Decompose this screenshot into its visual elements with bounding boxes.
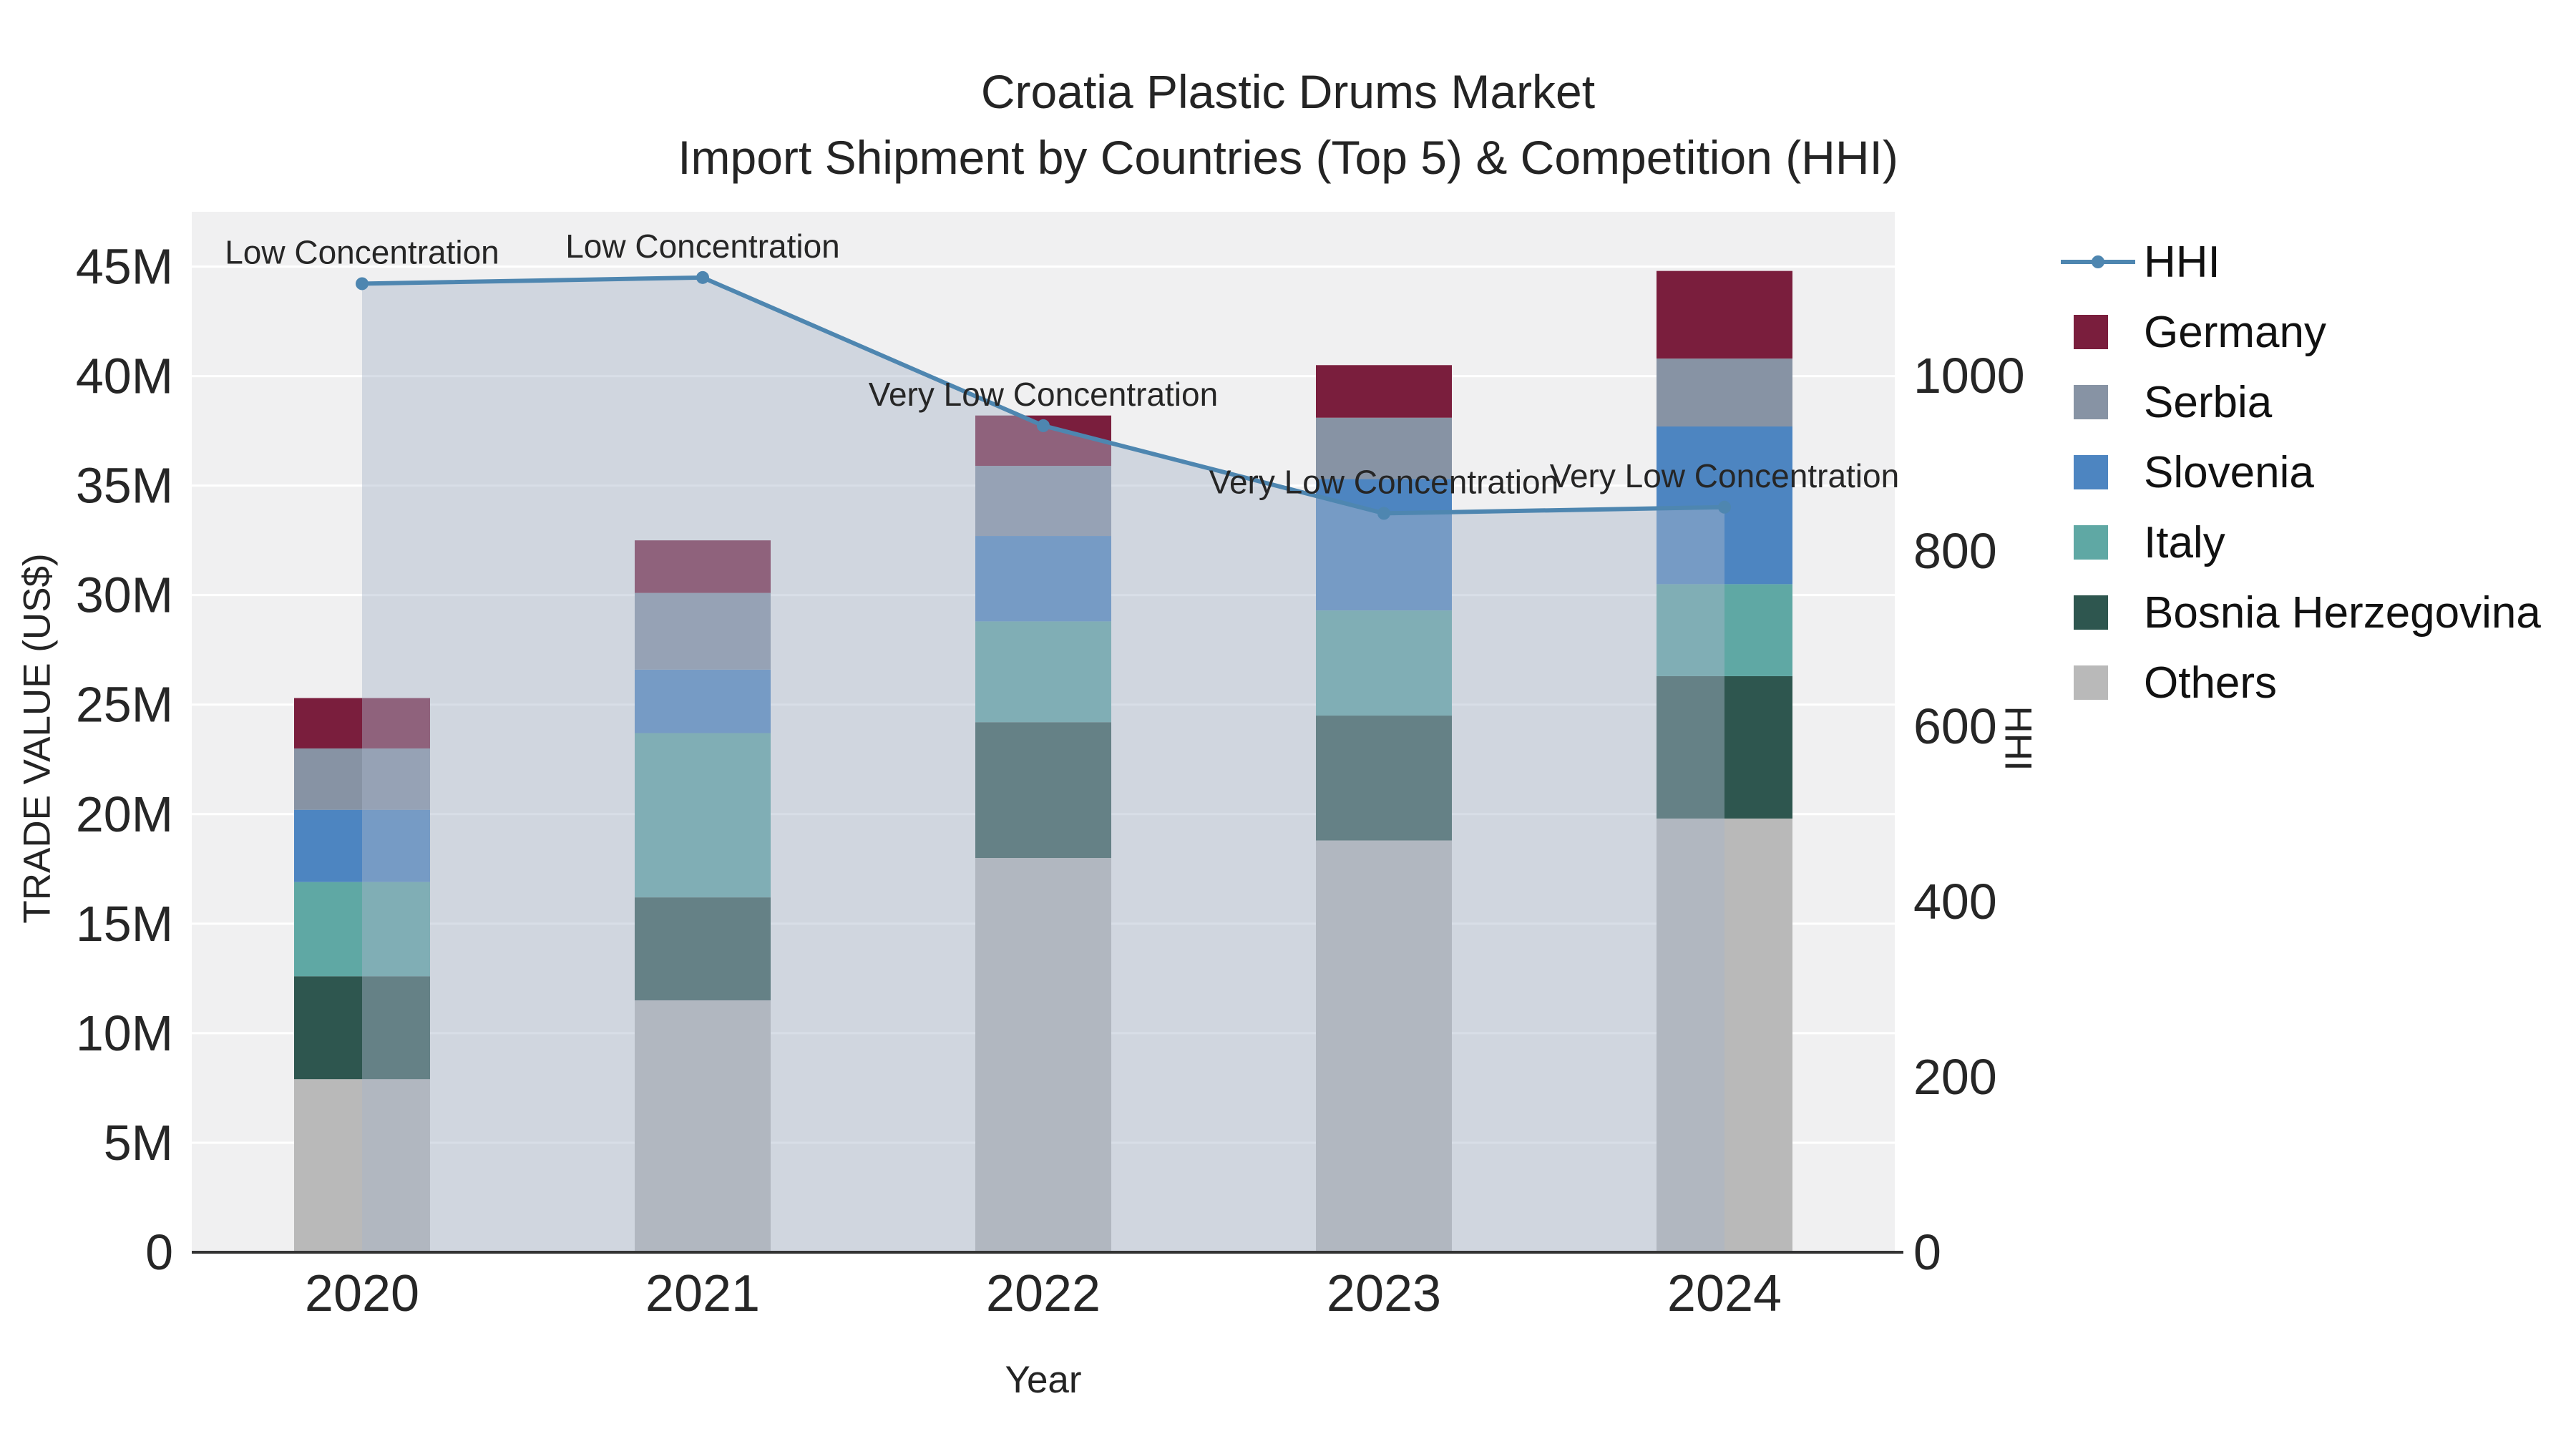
y-left-tick-label: 5M xyxy=(104,1115,173,1171)
hhi-marker xyxy=(356,277,369,291)
x-tick-label: 2023 xyxy=(1327,1265,1441,1322)
legend-item-germany[interactable]: Germany xyxy=(2059,306,2541,358)
bar-segment-2024-others xyxy=(1657,818,1792,1252)
y-left-tick-label: 20M xyxy=(76,786,173,842)
chart-title: Croatia Plastic Drums Market Import Ship… xyxy=(0,59,2576,191)
y-left-tick-label: 45M xyxy=(76,239,173,295)
color-swatch-icon xyxy=(2059,315,2140,349)
bar-segment-2023-germany xyxy=(1316,365,1452,418)
hhi-marker xyxy=(696,270,709,284)
hhi-marker xyxy=(1037,419,1050,432)
bar-segment-2022-slovenia xyxy=(975,536,1111,622)
bar-segment-2024-italy xyxy=(1657,584,1792,676)
legend-item-italy[interactable]: Italy xyxy=(2059,517,2541,568)
y-left-tick-label: 0 xyxy=(145,1224,173,1280)
bar-segment-2021-serbia xyxy=(635,592,771,670)
legend: HHI Germany Serbia Slovenia Italy Bosnia Herz… xyxy=(2059,236,2541,708)
color-swatch-icon xyxy=(2059,385,2140,419)
y-right-tick-label: 800 xyxy=(1913,523,1997,579)
x-tick-label: 2022 xyxy=(986,1265,1101,1322)
y-left-tick-label: 30M xyxy=(76,567,173,623)
legend-item-hhi[interactable]: HHI xyxy=(2059,236,2541,288)
bar-segment-2022-bosnia-herzegovina xyxy=(975,722,1111,859)
x-axis-title: Year xyxy=(1005,1359,1082,1401)
bar-segment-2022-italy xyxy=(975,621,1111,723)
legend-label: Others xyxy=(2144,658,2278,708)
hhi-marker xyxy=(1718,500,1731,514)
hhi-line-swatch-icon xyxy=(2059,245,2140,279)
bar-segment-2020-slovenia xyxy=(294,809,430,882)
y-left-tick-label: 35M xyxy=(76,458,173,514)
hhi-annotation: Very Low Concentration xyxy=(1550,457,1899,494)
bar-segment-2024-serbia xyxy=(1657,358,1792,426)
legend-label: Serbia xyxy=(2144,377,2273,427)
y-right-tick-label: 200 xyxy=(1913,1049,1997,1105)
y-right-tick-label: 600 xyxy=(1913,698,1997,754)
x-tick-label: 2020 xyxy=(305,1265,419,1322)
y-right-tick-label: 1000 xyxy=(1913,348,2025,404)
color-swatch-icon xyxy=(2059,665,2140,700)
bar-segment-2020-germany xyxy=(294,698,430,748)
bar-segment-2021-slovenia xyxy=(635,669,771,733)
bar-segment-2021-others xyxy=(635,1000,771,1252)
chart-title-line2: Import Shipment by Countries (Top 5) & C… xyxy=(678,131,1898,185)
hhi-annotation: Very Low Concentration xyxy=(1209,463,1558,500)
bar-segment-2021-germany xyxy=(635,540,771,593)
color-swatch-icon xyxy=(2059,455,2140,489)
chart-title-line1: Croatia Plastic Drums Market xyxy=(980,65,1596,118)
bar-segment-2024-bosnia-herzegovina xyxy=(1657,675,1792,819)
color-swatch-icon xyxy=(2059,525,2140,560)
legend-item-slovenia[interactable]: Slovenia xyxy=(2059,447,2541,498)
x-tick-label: 2024 xyxy=(1667,1265,1782,1322)
bar-segment-2022-others xyxy=(975,858,1111,1252)
legend-label: HHI xyxy=(2144,237,2220,287)
y-axis-title-left: TRADE VALUE (US$) xyxy=(16,553,59,924)
y-left-tick-label: 40M xyxy=(76,348,173,404)
legend-item-bosnia-herzegovina[interactable]: Bosnia Herzegovina xyxy=(2059,587,2541,638)
bar-segment-2023-others xyxy=(1316,840,1452,1252)
legend-label: Germany xyxy=(2144,307,2326,357)
bar-segment-2021-bosnia-herzegovina xyxy=(635,897,771,1000)
bar-segment-2020-italy xyxy=(294,882,430,977)
y-left-tick-label: 15M xyxy=(76,896,173,952)
bar-segment-2023-italy xyxy=(1316,610,1452,716)
bar-segment-2023-bosnia-herzegovina xyxy=(1316,716,1452,841)
legend-item-serbia[interactable]: Serbia xyxy=(2059,376,2541,428)
bar-segment-2020-serbia xyxy=(294,748,430,810)
bar-segment-2023-serbia xyxy=(1316,417,1452,479)
y-right-tick-label: 0 xyxy=(1913,1224,1941,1280)
y-axis-title-right: HHI xyxy=(1996,706,2039,771)
hhi-area xyxy=(362,277,1724,1253)
y-right-tick-label: 400 xyxy=(1913,874,1997,930)
legend-item-others[interactable]: Others xyxy=(2059,657,2541,708)
color-swatch-icon xyxy=(2059,595,2140,630)
x-tick-label: 2021 xyxy=(645,1265,760,1322)
legend-label: Slovenia xyxy=(2144,447,2314,497)
legend-label: Italy xyxy=(2144,517,2225,567)
hhi-marker xyxy=(1377,507,1390,520)
legend-label: Bosnia Herzegovina xyxy=(2144,587,2541,638)
hhi-annotation: Low Concentration xyxy=(565,228,840,265)
y-left-tick-label: 10M xyxy=(76,1005,173,1061)
bar-segment-2020-bosnia-herzegovina xyxy=(294,976,430,1080)
bar-segment-2021-italy xyxy=(635,733,771,898)
y-left-tick-label: 25M xyxy=(76,677,173,733)
hhi-annotation: Low Concentration xyxy=(225,233,499,270)
bar-segment-2024-germany xyxy=(1657,270,1792,359)
bar-segment-2020-others xyxy=(294,1079,430,1252)
bar-segment-2022-serbia xyxy=(975,466,1111,537)
hhi-annotation: Very Low Concentration xyxy=(869,376,1218,413)
